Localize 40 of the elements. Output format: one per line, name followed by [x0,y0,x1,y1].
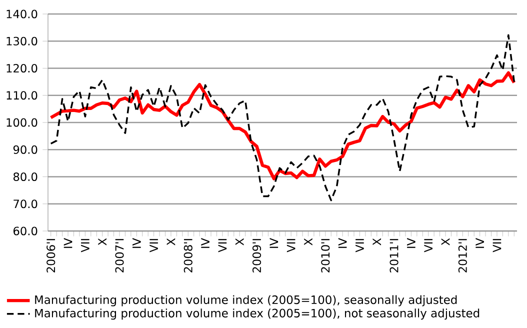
x-tick-label: X [372,238,382,246]
x-tick-label: IV [270,238,278,248]
x-tick-label: X [166,238,176,246]
x-tick-label: 2006'I [46,239,56,272]
x-tick-label: IV [338,238,347,248]
y-tick-label: 70.0 [14,200,38,208]
x-tick-label: X [304,238,312,246]
x-tick-label: 2008'I [184,239,192,272]
line-series [49,71,516,180]
x-tick-label: IV [201,238,210,248]
x-tick-label: 2012'I [458,239,467,272]
y-tick-label: 120.0 [6,64,38,73]
y-tick-label: 90.0 [13,145,38,154]
y-tick-label: 140.0 [6,10,38,18]
line-series [50,34,516,202]
legend-label: Manufacturing production volume index (2005=100), not seasonally adjusted [35,308,480,320]
x-tick-label: VII [492,239,502,252]
x-tick-label: IV [476,238,484,248]
x-tick-label: 2007'I [115,239,124,272]
x-tick-label: IV [132,238,141,248]
x-tick-label: VII [356,239,364,252]
x-tick-label: 2011'I [390,239,398,272]
x-tick-label: IV [64,238,72,248]
x-tick-label: X [441,238,450,246]
x-tick-label: VII [424,239,432,252]
y-tick-label: 100.0 [6,118,38,127]
x-tick-label: X [235,238,244,246]
y-tick-label: 110.0 [6,91,38,100]
x-tick-label: VII [81,239,90,252]
y-tick-label: 60.0 [14,226,38,236]
x-tick-label: VII [218,239,227,252]
x-tick-label: VII [150,239,158,252]
x-tick-label: 2010'I [321,239,330,272]
y-tick-label: 80.0 [13,172,38,182]
y-tick-label: 130.0 [6,36,38,46]
x-tick-label: VII [286,239,296,252]
legend-label: Manufacturing production volume index (2005=100), seasonally adjusted [35,295,457,306]
x-tick-label: X [98,238,106,246]
x-tick-label: 2009'I [252,239,262,272]
x-tick-label: IV [407,238,416,248]
